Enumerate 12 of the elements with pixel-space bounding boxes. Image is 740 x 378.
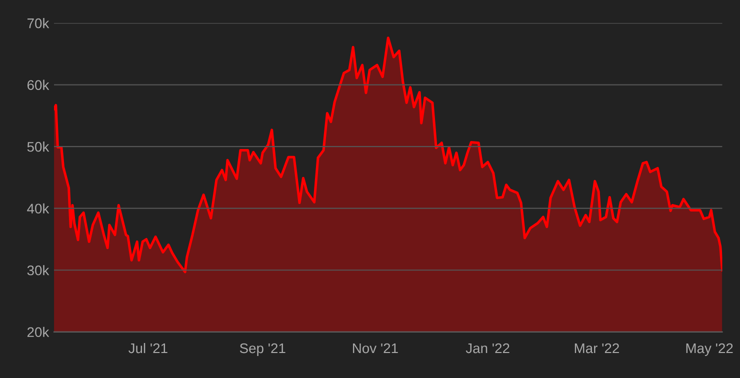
x-tick-label: Jul '21 xyxy=(128,342,168,354)
x-tick-label: Sep '21 xyxy=(240,343,286,356)
y-tick-label: 30k xyxy=(27,265,50,276)
y-tick-label: 50k xyxy=(27,142,50,152)
y-tick-label: 40k xyxy=(27,203,50,214)
x-tick-label: Jan '22 xyxy=(466,343,510,354)
y-tick-label: 70k xyxy=(27,18,50,28)
y-tick-label: 20k xyxy=(27,326,50,338)
x-tick-label: Mar '22 xyxy=(574,343,619,354)
x-tick-label: Nov '21 xyxy=(353,343,398,354)
y-tick-label: 60k xyxy=(27,80,50,90)
x-tick-label: May '22 xyxy=(686,343,733,356)
